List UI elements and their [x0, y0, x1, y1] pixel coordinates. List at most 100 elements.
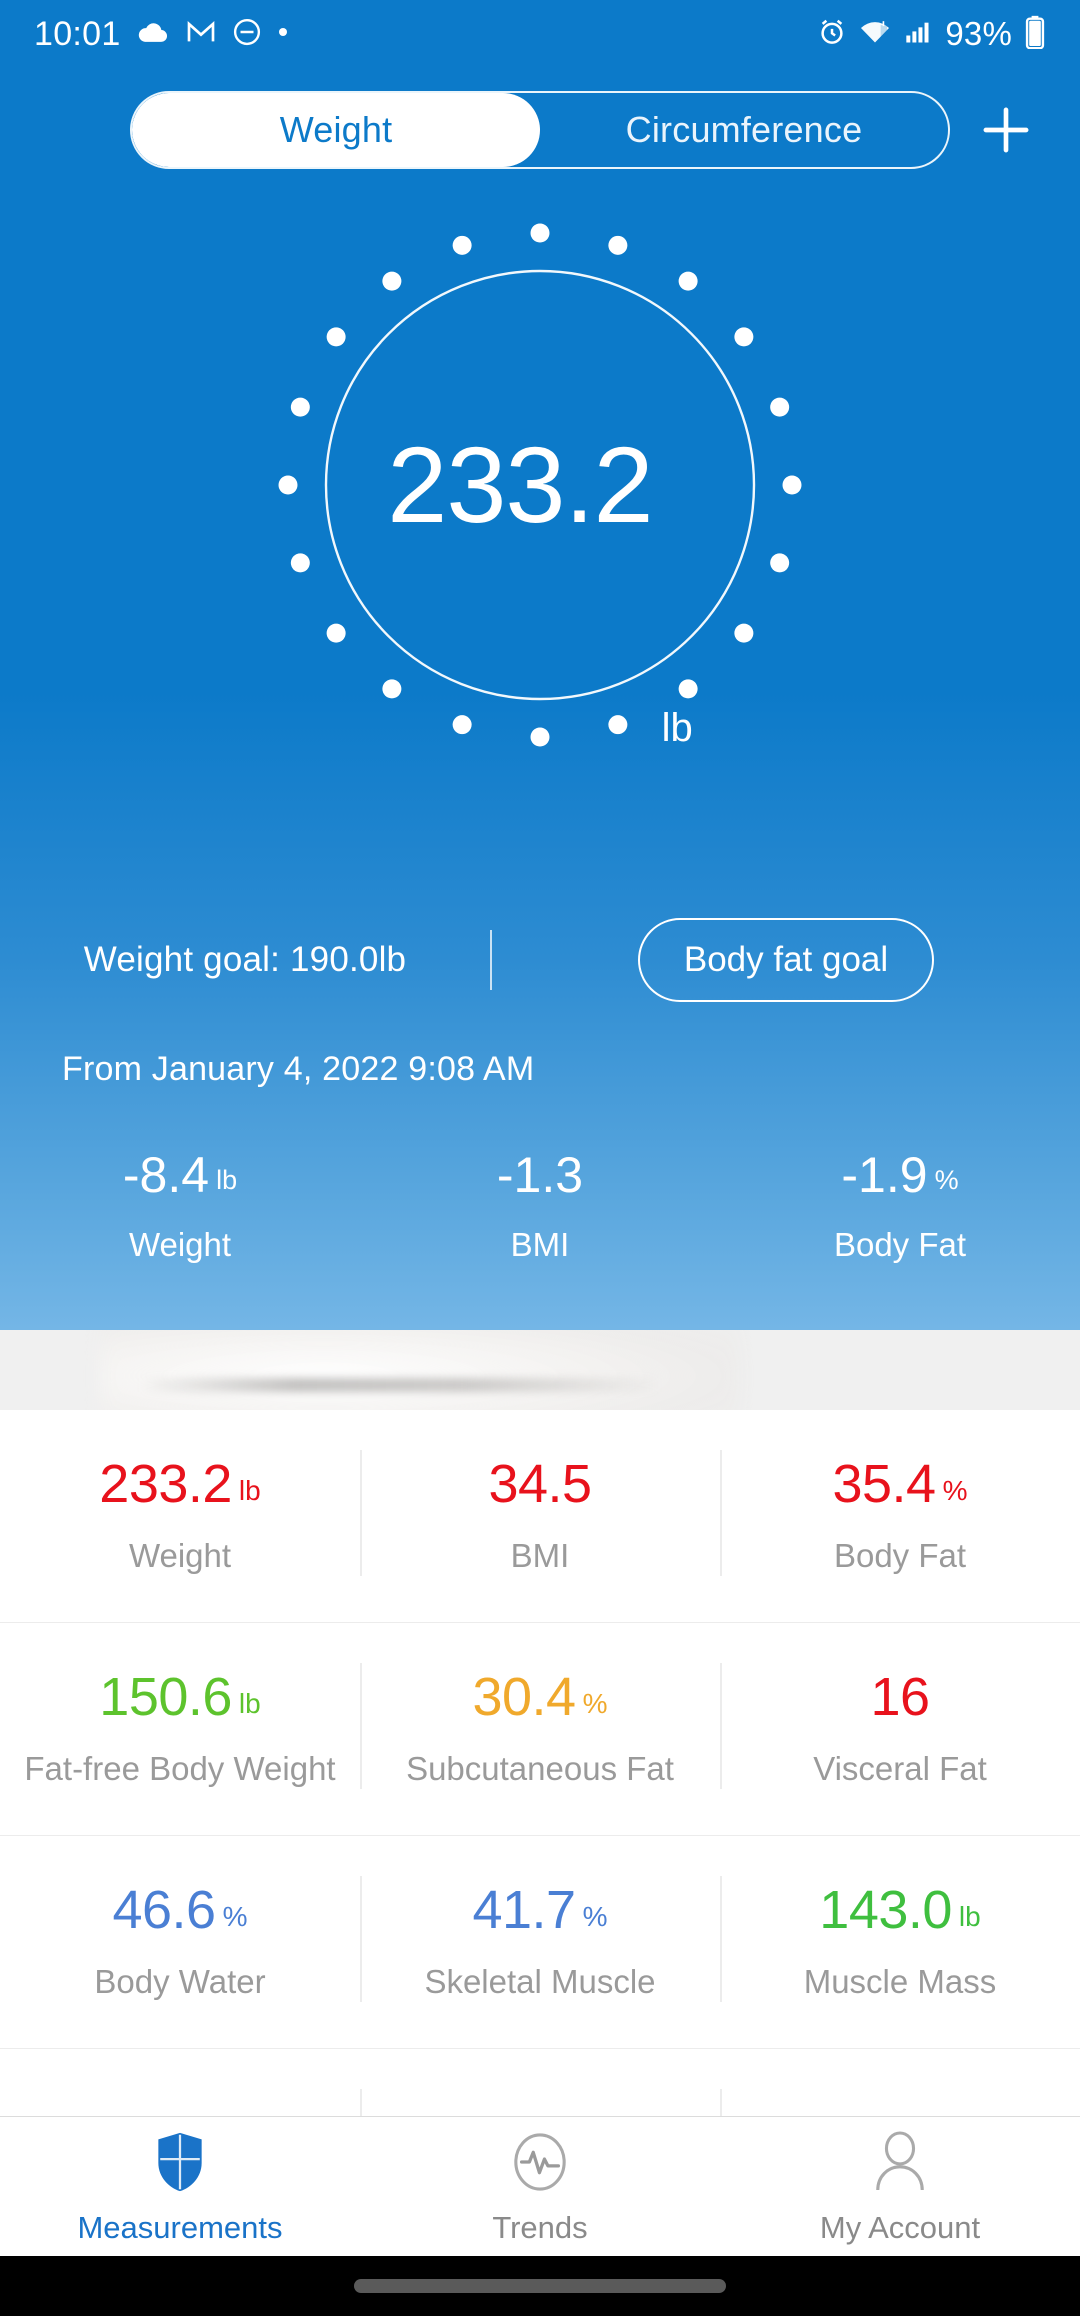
nav-label-my-account: My Account — [819, 2209, 981, 2245]
person-icon — [871, 2128, 929, 2196]
plus-icon — [975, 99, 1037, 161]
delta-label: Body Fat — [833, 1226, 967, 1263]
from-date-label: From January 4, 2022 9:08 AM — [62, 1050, 535, 1088]
alarm-icon — [817, 17, 847, 52]
cloud-icon — [136, 15, 170, 54]
metric-cell[interactable]: 34.5 BMI — [360, 1410, 720, 1622]
metric-cell[interactable]: 41.7% Skeletal Muscle — [360, 1836, 720, 2048]
dot-icon — [277, 25, 289, 43]
body-composition-metrics[interactable]: 233.2 lb Weight 34.5 BMI 35.4% Body Fat 150.6 lb… — [0, 1410, 1080, 2116]
gauge-dot — [530, 727, 550, 747]
metric-cell[interactable]: 233.2 lb Weight — [0, 1410, 360, 1622]
gauge-dot-ring — [278, 223, 802, 747]
delta-label: Weight — [128, 1226, 232, 1263]
gauge-dot — [382, 271, 402, 291]
nav-item-measurements[interactable]: Measurements — [0, 2117, 360, 2256]
gauge-ring-svg — [278, 223, 802, 747]
metric-cell[interactable]: 143.0 lb Muscle Mass — [720, 1836, 1080, 2048]
gauge-dot — [770, 553, 790, 573]
delta-value: -1.9 — [841, 1147, 928, 1203]
metric-value-line: 35.4% — [832, 1457, 967, 1511]
delta-label: BMI — [510, 1226, 570, 1263]
metric-cell[interactable]: 35.4% Body Fat — [720, 1410, 1080, 1622]
metric-label: Skeletal Muscle — [424, 1963, 656, 2000]
gauge-dot — [608, 715, 628, 735]
metric-value-line: 150.6 lb — [99, 1670, 260, 1724]
nav-label-trends: Trends — [492, 2209, 588, 2245]
body-fat-goal-button[interactable]: Body fat goal — [637, 918, 935, 1002]
home-gesture-pill[interactable] — [354, 2279, 726, 2293]
metric-value: 16 — [870, 1667, 930, 1727]
do-not-disturb-icon — [232, 17, 262, 52]
metric-unit: % — [222, 1901, 248, 1932]
metrics-row: 233.2 lb Weight 34.5 BMI 35.4% Body Fat — [0, 1410, 1080, 1623]
metrics-row: 46.6% Body Water 41.7% Skeletal Muscle 143.0… — [0, 1836, 1080, 2049]
gauge-dot — [290, 397, 310, 417]
metric-label: Body Water — [94, 1963, 266, 2000]
status-bar-right: 93% — [817, 15, 1046, 54]
gauge-dot — [290, 553, 310, 573]
metric-cell[interactable]: 150.6 lb Fat-free Body Weight — [0, 1623, 360, 1835]
metric-value-line: 46.6% — [112, 1883, 247, 1937]
delta-value: -8.4 — [122, 1147, 210, 1203]
system-gesture-area — [0, 2256, 1080, 2316]
metric-unit: % — [582, 1688, 608, 1719]
metric-cell[interactable]: 1846kcal — [720, 2049, 1080, 2116]
metric-label: BMI — [510, 1537, 570, 1574]
battery-percent-label: 93% — [945, 15, 1012, 52]
metric-value: 46.6 — [112, 1880, 216, 1940]
metric-value-line: 34.5 — [488, 1457, 592, 1511]
blurred-image-artifact-line — [140, 1378, 660, 1392]
gauge-dot — [678, 271, 698, 291]
nav-item-my-account[interactable]: My Account — [720, 2117, 1080, 2256]
metric-cell[interactable]: 46.6% Body Water — [0, 1836, 360, 2048]
bottom-navigation: Measurements Trends My Account — [0, 2116, 1080, 2256]
gauge-dot — [770, 397, 790, 417]
weight-goal-label[interactable]: Weight goal: 190.0lb — [83, 940, 407, 979]
tab-weight[interactable]: Weight — [132, 93, 540, 167]
metric-label: Visceral Fat — [813, 1750, 987, 1787]
metric-unit: lb — [238, 1475, 261, 1506]
add-measurement-button[interactable] — [964, 88, 1048, 172]
gauge-dot — [530, 223, 550, 243]
metric-unit: lb — [238, 1688, 261, 1719]
metric-value: 143.0 — [819, 1880, 952, 1940]
delta-value-line: -8.4 lb — [123, 1150, 237, 1200]
metric-cell[interactable]: 14.8% — [360, 2049, 720, 2116]
pulse-circle-icon — [511, 2128, 569, 2196]
delta-cell: -8.4 lb Weight — [0, 1150, 360, 1310]
gauge-ring — [324, 269, 756, 701]
delta-value-line: -1.9% — [841, 1150, 958, 1200]
nav-item-trends[interactable]: Trends — [360, 2117, 720, 2256]
metric-label: Fat-free Body Weight — [24, 1750, 336, 1787]
metric-cell[interactable]: 7.6lb — [0, 2049, 360, 2116]
metric-label: Body Fat — [833, 1537, 967, 1574]
view-tabs: Weight Circumference — [0, 88, 1080, 172]
gauge-dot — [452, 235, 472, 255]
gauge-graphic: 233.2 lb — [260, 205, 820, 765]
metric-value-line: 233.2 lb — [99, 1457, 260, 1511]
gauge-dot — [326, 623, 346, 643]
metric-value-line: 143.0 lb — [819, 1883, 980, 1937]
metric-unit: % — [582, 1901, 608, 1932]
status-bar-clock: 10:01 — [34, 14, 121, 53]
metric-cell[interactable]: 30.4% Subcutaneous Fat — [360, 1623, 720, 1835]
weight-gauge[interactable]: 233.2 lb — [0, 205, 1080, 765]
scroll-separator-strip — [0, 1330, 1080, 1410]
metric-value: 41.7 — [472, 1880, 576, 1940]
nav-label-measurements: Measurements — [77, 2209, 283, 2245]
metric-cell[interactable]: 16 Visceral Fat — [720, 1623, 1080, 1835]
metric-label: Muscle Mass — [803, 1963, 997, 2000]
metrics-row: 7.6lb14.8%1846kcal — [0, 2049, 1080, 2116]
wifi-icon — [859, 17, 891, 52]
gauge-dot — [278, 475, 298, 495]
tab-circumference[interactable]: Circumference — [540, 93, 948, 167]
cellular-signal-icon — [903, 18, 933, 51]
delta-value-line: -1.3 — [497, 1150, 583, 1200]
shield-icon — [153, 2128, 207, 2196]
status-bar-left: 10:01 — [34, 15, 289, 54]
metrics-row: 150.6 lb Fat-free Body Weight 30.4% Subcutan… — [0, 1623, 1080, 1836]
delta-cell: -1.3 BMI — [360, 1150, 720, 1310]
status-bar: 10:01 — [0, 0, 1080, 68]
